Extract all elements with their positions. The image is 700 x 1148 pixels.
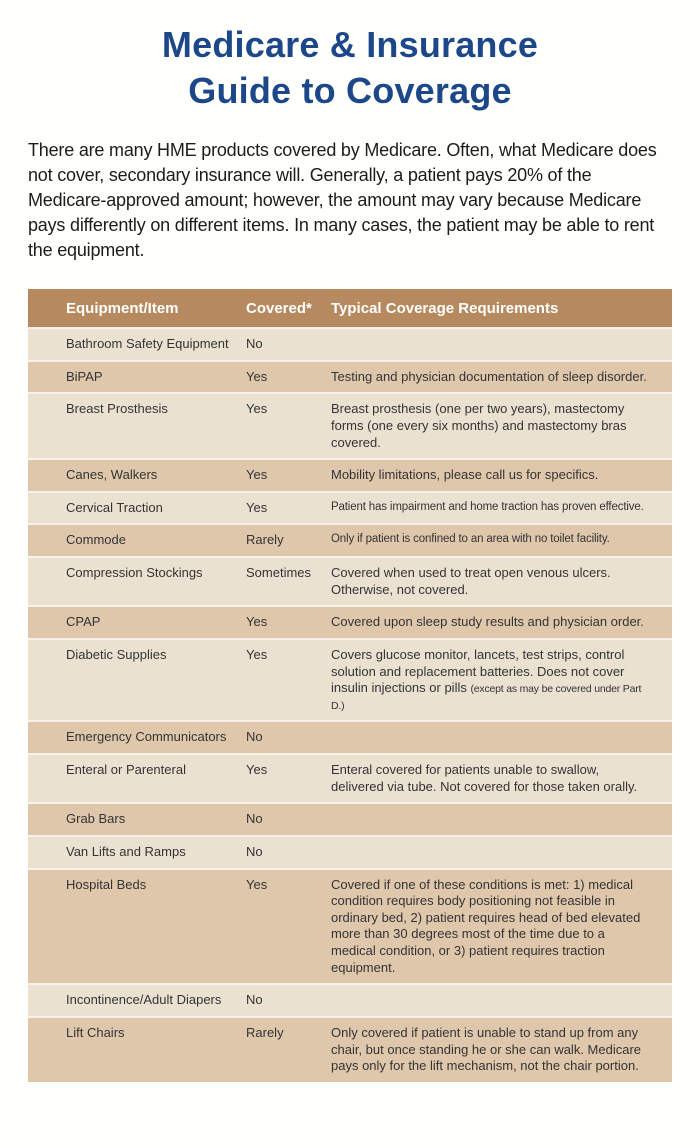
equipment-cell: Incontinence/Adult Diapers	[66, 992, 222, 1008]
equipment-cell: CPAP	[66, 614, 101, 630]
equipment-cell: Hospital Beds	[66, 876, 147, 892]
table-row: Emergency Communicators No	[28, 720, 672, 753]
requirements-cell: Covered when used to treat open venous u…	[331, 565, 611, 597]
table-body: Bathroom Safety Equipment No BiPAP Yes Testi…	[28, 327, 672, 1082]
equipment-cell: Bathroom Safety Equipment	[66, 336, 229, 351]
table-row: Compression Stockings Sometimes Covered wh…	[28, 556, 672, 606]
table-row: Commode Rarely Only if patient is confined…	[28, 523, 672, 556]
covered-cell: Rarely	[246, 1024, 284, 1040]
covered-cell: Sometimes	[246, 565, 312, 580]
table-row: Breast Prosthesis Yes Breast prosthesis (o…	[28, 392, 672, 459]
table-row: Grab Bars No	[28, 802, 672, 835]
page-title-line2: Guide to Coverage	[188, 70, 512, 111]
equipment-cell: Van Lifts and Ramps	[66, 843, 186, 859]
table-row: Enteral or Parenteral Yes Enteral covered …	[28, 753, 672, 803]
table-row: Incontinence/Adult Diapers No	[28, 983, 672, 1016]
table-row: Hospital Beds Yes Covered if one of these …	[28, 867, 672, 984]
covered-cell: No	[246, 992, 263, 1008]
page-title-line1: Medicare & Insurance	[161, 24, 539, 65]
requirements-cell: Covered upon sleep study results and phy…	[331, 614, 644, 630]
covered-cell: No	[246, 843, 263, 859]
coverage-table: Equipment/Item Covered* Typical Coverage…	[28, 289, 672, 1082]
table-row: Van Lifts and Ramps No	[28, 834, 672, 868]
covered-cell: No	[246, 729, 263, 745]
requirements-cell: Breast prosthesis (one per two years), m…	[331, 401, 627, 450]
intro-paragraph: There are many HME products covered by M…	[28, 140, 657, 260]
header-covered: Covered*	[246, 300, 312, 317]
requirements-cell	[331, 844, 658, 861]
equipment-cell: BiPAP	[66, 368, 103, 384]
table-header-row: Equipment/Item Covered* Typical Coverage…	[28, 289, 672, 327]
equipment-cell: Diabetic Supplies	[66, 646, 167, 662]
covered-cell: Yes	[246, 614, 268, 630]
requirements-cell: Covered if one of these conditions is me…	[331, 876, 641, 975]
table-row: Diabetic Supplies Yes Covers glucose monit…	[28, 637, 672, 721]
equipment-cell: Compression Stockings	[66, 565, 203, 580]
equipment-cell: Enteral or Parenteral	[66, 762, 186, 777]
header-equipment-item: Equipment/Item	[66, 300, 179, 317]
equipment-cell: Lift Chairs	[66, 1024, 125, 1040]
equipment-cell: Cervical Traction	[66, 499, 163, 515]
equipment-cell: Breast Prosthesis	[66, 401, 168, 417]
table-row: CPAP Yes Covered upon sleep study results …	[28, 605, 672, 638]
covered-cell: Yes	[246, 876, 268, 892]
requirements-cell: Testing and physician documentation of s…	[331, 368, 647, 384]
requirements-cell: Patient has impairment and home traction…	[331, 500, 644, 513]
equipment-cell: Canes, Walkers	[66, 467, 158, 483]
requirements-cell: Enteral covered for patients unable to s…	[331, 762, 638, 794]
table-row: Cervical Traction Yes Patient has impairme…	[28, 490, 672, 524]
covered-cell: No	[246, 336, 263, 351]
requirements-cell	[331, 811, 658, 828]
page-title: Medicare & Insurance Guide to Coverage	[10, 22, 690, 114]
requirements-cell	[331, 336, 658, 353]
covered-cell: No	[246, 811, 263, 827]
requirements-cell: Only covered if patient is unable to sta…	[331, 1024, 642, 1074]
flyer-page: Medicare & Insurance Guide to Coverage T…	[0, 22, 700, 1148]
requirements-cell: Covers glucose monitor, lancets, test st…	[331, 646, 642, 712]
equipment-cell: Commode	[66, 532, 126, 548]
requirements-cell: Only if patient is confined to an area w…	[331, 533, 610, 546]
table-row: Bathroom Safety Equipment No	[28, 327, 672, 360]
requirements-cell	[331, 729, 658, 746]
covered-cell: Yes	[246, 499, 268, 515]
table-row: Canes, Walkers Yes Mobility limitations, p…	[28, 458, 672, 491]
requirements-cell: Mobility limitations, please call us for…	[331, 467, 599, 483]
covered-cell: Yes	[246, 467, 268, 483]
table-row: Lift Chairs Rarely Only covered if patient…	[28, 1015, 672, 1082]
requirements-cell	[331, 992, 658, 1009]
equipment-cell: Grab Bars	[66, 811, 126, 827]
covered-cell: Yes	[246, 762, 268, 777]
header-typical-coverage-requirements: Typical Coverage Requirements	[331, 300, 559, 317]
equipment-cell: Emergency Communicators	[66, 729, 227, 745]
table-row: BiPAP Yes Testing and physician documentat…	[28, 359, 672, 393]
covered-cell: Yes	[246, 646, 268, 662]
covered-cell: Yes	[246, 368, 268, 384]
covered-cell: Yes	[246, 401, 268, 417]
covered-cell: Rarely	[246, 532, 284, 548]
requirements-fine-print: (except as may be covered under Part D.)	[331, 683, 642, 712]
